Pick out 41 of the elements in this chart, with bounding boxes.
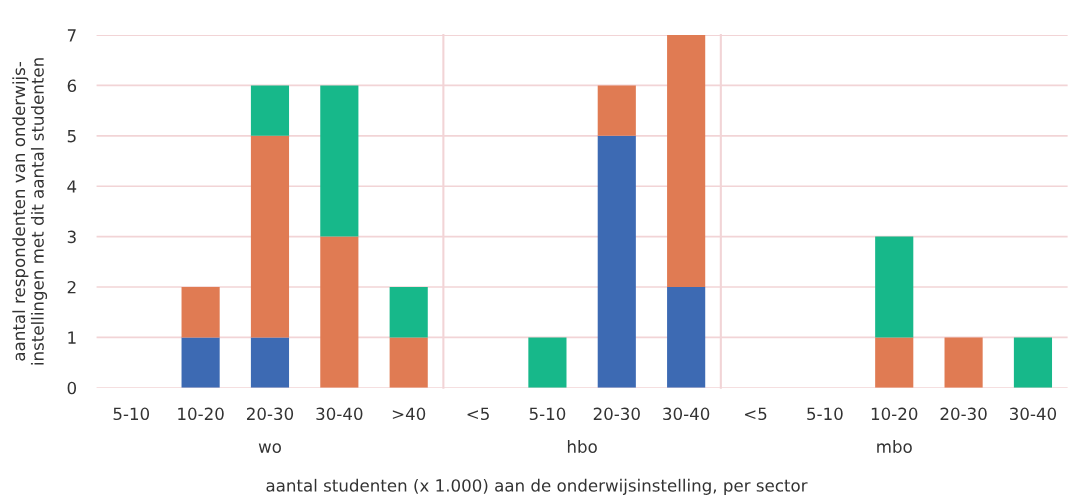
y-tick-label: 2 — [67, 280, 76, 294]
bar — [250, 337, 290, 388]
y-tick-label: 0 — [67, 381, 77, 395]
bar — [528, 337, 567, 388]
bar — [250, 85, 290, 136]
x-tick-label: 30-40 — [316, 407, 363, 421]
bar — [667, 287, 706, 388]
x-tick-label: 20-30 — [593, 407, 640, 421]
y-tick-label: 3 — [67, 230, 76, 244]
x-tick-label: 30-40 — [1010, 407, 1057, 421]
x-tick-label: 10-20 — [178, 407, 224, 421]
y-tick-label: 5 — [67, 130, 76, 143]
y-tick-label: 6 — [67, 79, 77, 93]
x-tick-label: 5-10 — [529, 407, 566, 421]
bar — [250, 135, 290, 338]
bar — [597, 135, 636, 388]
y-tick-label: 1 — [68, 331, 76, 344]
x-axis-title: wo — [258, 443, 281, 453]
bar — [320, 85, 359, 237]
x-axis-title: mbo — [877, 440, 912, 453]
bar — [181, 287, 220, 338]
x-tick-label: 30-40 — [663, 407, 710, 421]
bar — [667, 35, 706, 287]
x-tick-label: <5 — [744, 407, 767, 421]
x-axis-title: hbo — [567, 440, 597, 453]
x-tick-label: <5 — [467, 407, 489, 421]
x-tick-label: 5-10 — [113, 407, 150, 421]
bar — [597, 85, 636, 136]
x-tick-label: 20-30 — [940, 407, 987, 421]
x-tick-label: >40 — [392, 407, 426, 421]
y-tick-label: 4 — [67, 180, 77, 193]
bar — [320, 236, 359, 388]
x-tick-label: 10-20 — [871, 407, 918, 421]
x-tick-label: 5-10 — [807, 407, 843, 421]
y-tick-label: 7 — [67, 29, 76, 42]
x-tick-label: 20-30 — [246, 407, 294, 421]
bar — [389, 337, 428, 388]
text: aantal studenten (x 1.000) aan de onderwijsinstelling, per sector — [266, 478, 808, 495]
y-axis-title: aantal respondenten van onderwijs- instellingen met dit aantal studenten — [12, 58, 48, 365]
bar — [181, 337, 220, 388]
bar — [389, 287, 428, 338]
